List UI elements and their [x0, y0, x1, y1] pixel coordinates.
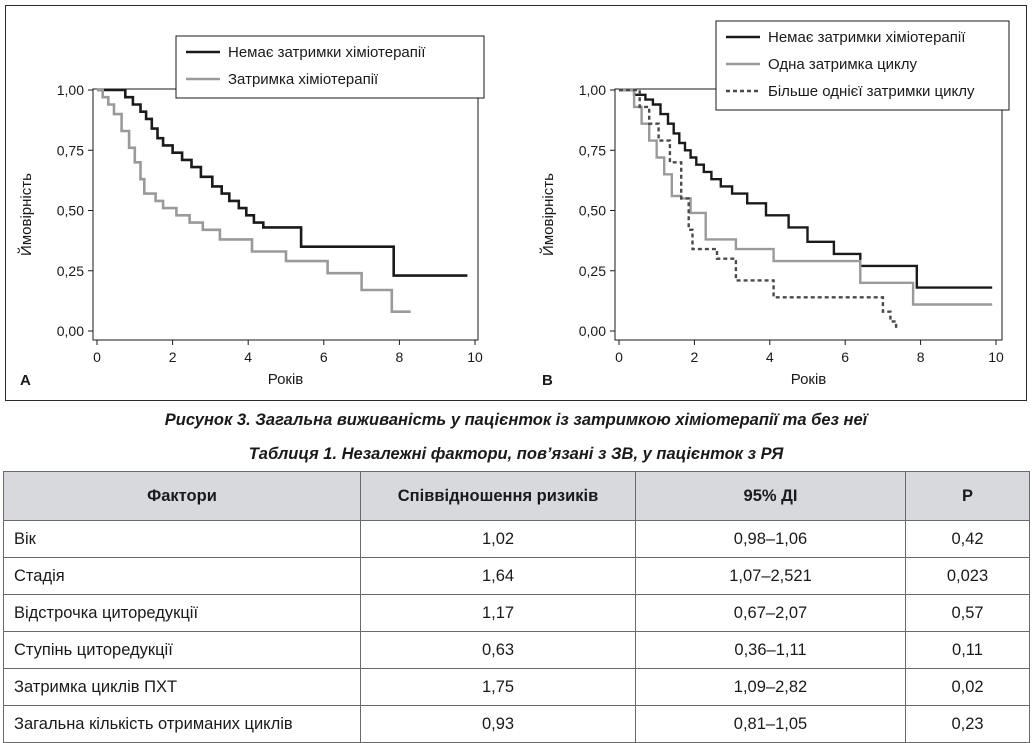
y-axis-label: Ймовірність: [17, 173, 35, 256]
hazard-ratio: 0,63: [360, 631, 636, 669]
factor-name: Загальна кількість отриманих циклів: [3, 705, 361, 743]
x-tick-label: 6: [320, 349, 328, 365]
hazard-ratio: 1,75: [360, 668, 636, 706]
x-tick-label: 2: [169, 349, 177, 365]
survival-curve: [619, 88, 993, 306]
survival-curve: [619, 88, 898, 329]
table-row: Затримка циклів ПХТ 1,75 1,09–2,82 0,02: [3, 668, 1030, 706]
legend-label: Немає затримки хіміотерапії: [768, 29, 966, 46]
factor-name: Ступінь циторедукції: [3, 631, 361, 669]
chart-b-survival: 0,00 0,25 0,50 0,75 1,00 0 2 4 6 8 10 Років Ймовірні…: [539, 20, 1010, 388]
factor-name: Вік: [3, 520, 361, 558]
p-value: 0,57: [905, 594, 1030, 632]
y-tick-label: 0,00: [57, 323, 84, 339]
legend-box: [175, 35, 485, 99]
hazard-ratio: 1,17: [360, 594, 636, 632]
survival-curve: [97, 88, 468, 277]
legend-label: Більше однієї затримки циклу: [768, 83, 975, 100]
p-value: 0,42: [905, 520, 1030, 558]
confidence-interval: 1,09–2,82: [635, 668, 906, 706]
p-value: 0,023: [905, 557, 1030, 595]
p-value: 0,02: [905, 668, 1030, 706]
y-tick-label: 0,50: [57, 203, 84, 219]
legend-label: Затримка хіміотерапії: [228, 71, 379, 88]
y-tick-label: 0,75: [57, 142, 84, 158]
y-tick-label: 0,25: [57, 263, 84, 279]
factors-table: Фактори Співвідношення ризиків 95% ДІ Р …: [3, 471, 1030, 743]
header-hazard-ratio: Співвідношення ризиків: [360, 471, 636, 521]
y-axis-label: Ймовірність: [539, 173, 557, 256]
x-tick-label: 4: [766, 349, 774, 365]
panel-a-label: A: [20, 372, 31, 389]
hazard-ratio: 1,02: [360, 520, 636, 558]
survival-charts: 0,00 0,25 0,50 0,75 1,00 0 2 4 6 8 10 Років Ймовірні…: [17, 20, 1010, 389]
survival-curve: [97, 88, 411, 313]
x-tick-label: 4: [244, 349, 252, 365]
chart-a-survival: 0,00 0,25 0,50 0,75 1,00 0 2 4 6 8 10 Років Ймовірні…: [17, 35, 485, 388]
legend-label: Одна затримка циклу: [768, 56, 918, 73]
hazard-ratio: 1,64: [360, 557, 636, 595]
hazard-ratio: 0,93: [360, 705, 636, 743]
table-row: Відстрочка циторедукції 1,17 0,67–2,07 0…: [3, 594, 1030, 632]
legend-label: Немає затримки хіміотерапії: [228, 44, 426, 61]
y-tick-label: 0,75: [579, 142, 606, 158]
y-tick-label: 0,50: [579, 203, 606, 219]
x-tick-label: 0: [93, 349, 101, 365]
confidence-interval: 0,36–1,11: [635, 631, 906, 669]
header-ci: 95% ДІ: [635, 471, 906, 521]
confidence-interval: 0,98–1,06: [635, 520, 906, 558]
x-tick-label: 8: [396, 349, 404, 365]
x-tick-label: 6: [841, 349, 849, 365]
y-tick-label: 1,00: [57, 82, 84, 98]
confidence-interval: 1,07–2,521: [635, 557, 906, 595]
table-row: Стадія 1,64 1,07–2,521 0,023: [3, 557, 1030, 595]
table-caption: Таблиця 1. Незалежні фактори, пов’язані …: [248, 445, 784, 463]
panel-b-label: B: [542, 372, 553, 389]
x-tick-label: 2: [691, 349, 699, 365]
y-tick-label: 1,00: [579, 82, 606, 98]
table-header-row: Фактори Співвідношення ризиків 95% ДІ Р: [3, 471, 1030, 521]
factor-name: Відстрочка циторедукції: [3, 594, 361, 632]
x-tick-label: 10: [467, 349, 483, 365]
table-row: Ступінь циторедукції 0,63 0,36–1,11 0,11: [3, 631, 1030, 669]
x-axis-label: Років: [268, 371, 304, 388]
y-tick-label: 0,25: [579, 263, 606, 279]
x-axis-label: Років: [791, 371, 827, 388]
y-tick-label: 0,00: [579, 323, 606, 339]
table-row: Загальна кількість отриманих циклів 0,93…: [3, 705, 1030, 743]
figure-caption: Рисунок 3. Загальна виживаність у пацієн…: [164, 411, 868, 429]
survival-curve: [619, 88, 993, 289]
p-value: 0,11: [905, 631, 1030, 669]
confidence-interval: 0,81–1,05: [635, 705, 906, 743]
table-row: Вік 1,02 0,98–1,06 0,42: [3, 520, 1030, 558]
confidence-interval: 0,67–2,07: [635, 594, 906, 632]
p-value: 0,23: [905, 705, 1030, 743]
legend-box: [715, 20, 1010, 111]
header-factors: Фактори: [3, 471, 361, 521]
x-tick-label: 0: [615, 349, 623, 365]
x-tick-label: 8: [917, 349, 925, 365]
figure-panel: 0,00 0,25 0,50 0,75 1,00 0 2 4 6 8 10 Років Ймовірні…: [5, 5, 1027, 401]
factor-name: Стадія: [3, 557, 361, 595]
factor-name: Затримка циклів ПХТ: [3, 668, 361, 706]
x-tick-label: 10: [988, 349, 1004, 365]
header-p-value: Р: [905, 471, 1030, 521]
